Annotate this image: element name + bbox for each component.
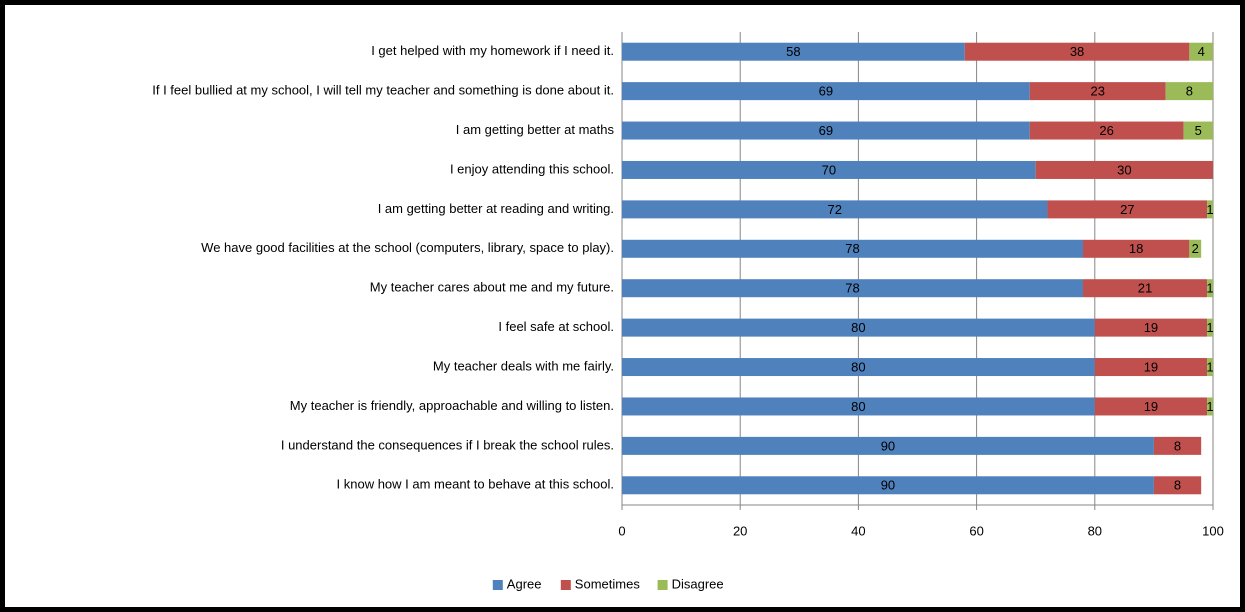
data-label: 80 — [851, 320, 865, 335]
y-tick-label: I understand the consequences if I break… — [281, 437, 614, 452]
y-tick-label: My teacher is friendly, approachable and… — [290, 398, 614, 413]
bar-segment — [1153, 476, 1202, 495]
bar-segment — [622, 200, 1048, 219]
data-label: 69 — [819, 123, 833, 138]
x-tick-label: 60 — [969, 523, 983, 538]
data-label: 90 — [881, 478, 895, 493]
legend-swatch — [560, 580, 571, 590]
bar-segment — [1035, 160, 1213, 179]
data-label: 1 — [1206, 399, 1213, 414]
bar-segment — [1207, 200, 1213, 219]
data-label: 23 — [1091, 84, 1105, 99]
y-tick-label: We have good facilities at the school (c… — [201, 240, 614, 255]
x-tick-label: 20 — [733, 523, 747, 538]
x-tick-label: 40 — [851, 523, 865, 538]
y-tick-label: I feel safe at school. — [498, 319, 614, 334]
x-tick-label: 80 — [1088, 523, 1102, 538]
legend-swatch — [657, 580, 668, 590]
data-label: 8 — [1174, 438, 1181, 453]
y-tick-label: I enjoy attending this school. — [450, 161, 614, 176]
bar-segment — [1153, 436, 1202, 455]
data-label: 80 — [851, 399, 865, 414]
data-label: 72 — [828, 202, 842, 217]
bar-segment — [1165, 82, 1213, 101]
y-tick-label: I am getting better at reading and writi… — [378, 201, 614, 216]
bar-segment — [1207, 397, 1213, 416]
bar-segment — [1082, 279, 1208, 298]
data-label: 27 — [1120, 202, 1134, 217]
y-tick-label: My teacher deals with me fairly. — [433, 358, 614, 373]
data-label: 78 — [845, 241, 859, 256]
bar-segment — [622, 279, 1083, 298]
data-label: 58 — [786, 44, 800, 59]
bar-segment — [622, 239, 1083, 258]
bar-segment — [1207, 318, 1213, 337]
data-label: 26 — [1099, 123, 1113, 138]
data-label: 69 — [819, 84, 833, 99]
bar-segment — [1094, 318, 1208, 337]
data-label: 1 — [1206, 281, 1213, 296]
bar-segment — [1094, 397, 1208, 416]
bar-segment — [622, 160, 1036, 179]
data-label: 5 — [1195, 123, 1202, 138]
bar-segment — [1189, 239, 1202, 258]
y-tick-label: I get helped with my homework if I need … — [371, 43, 614, 58]
data-label: 38 — [1070, 44, 1084, 59]
data-label: 18 — [1129, 241, 1143, 256]
bar-segment — [622, 436, 1154, 455]
bar-segment — [622, 358, 1095, 377]
bar-segment — [1207, 358, 1213, 377]
x-tick-label: 0 — [618, 523, 625, 538]
bar-segment — [1183, 121, 1213, 140]
data-label: 78 — [845, 281, 859, 296]
data-label: 19 — [1144, 320, 1158, 335]
bar-segment — [622, 82, 1030, 101]
legend-label: Agree — [507, 576, 542, 591]
y-tick-label: If I feel bullied at my school, I will t… — [152, 83, 614, 98]
data-label: 30 — [1117, 162, 1131, 177]
y-tick-label: My teacher cares about me and my future. — [370, 280, 614, 295]
data-label: 80 — [851, 359, 865, 374]
bar-segment — [1029, 82, 1166, 101]
bar-segment — [1094, 358, 1208, 377]
legend-swatch — [492, 580, 503, 590]
bar-segment — [622, 397, 1095, 416]
bar-segment — [1207, 279, 1213, 298]
bar-segment — [622, 121, 1030, 140]
data-label: 90 — [881, 438, 895, 453]
bar-segment — [1189, 42, 1213, 61]
data-label: 4 — [1198, 44, 1205, 59]
data-label: 19 — [1144, 359, 1158, 374]
bar-segment — [964, 42, 1190, 61]
legend-label: Sometimes — [575, 576, 641, 591]
bar-segment — [622, 42, 965, 61]
bar-segment — [1082, 239, 1190, 258]
y-tick-label: I know how I am meant to behave at this … — [337, 477, 614, 492]
data-label: 8 — [1186, 84, 1193, 99]
data-label: 1 — [1206, 320, 1213, 335]
data-label: 21 — [1138, 281, 1152, 296]
bar-segment — [1029, 121, 1184, 140]
bar-segment — [622, 318, 1095, 337]
y-tick-label: I am getting better at maths — [456, 122, 615, 137]
data-label: 19 — [1144, 399, 1158, 414]
x-tick-label: 100 — [1202, 523, 1224, 538]
data-label: 8 — [1174, 478, 1181, 493]
legend-label: Disagree — [672, 576, 724, 591]
data-label: 1 — [1206, 359, 1213, 374]
bar-segment — [622, 476, 1154, 495]
data-label: 70 — [822, 162, 836, 177]
data-label: 1 — [1206, 202, 1213, 217]
data-label: 2 — [1192, 241, 1199, 256]
bar-segment — [1047, 200, 1208, 219]
